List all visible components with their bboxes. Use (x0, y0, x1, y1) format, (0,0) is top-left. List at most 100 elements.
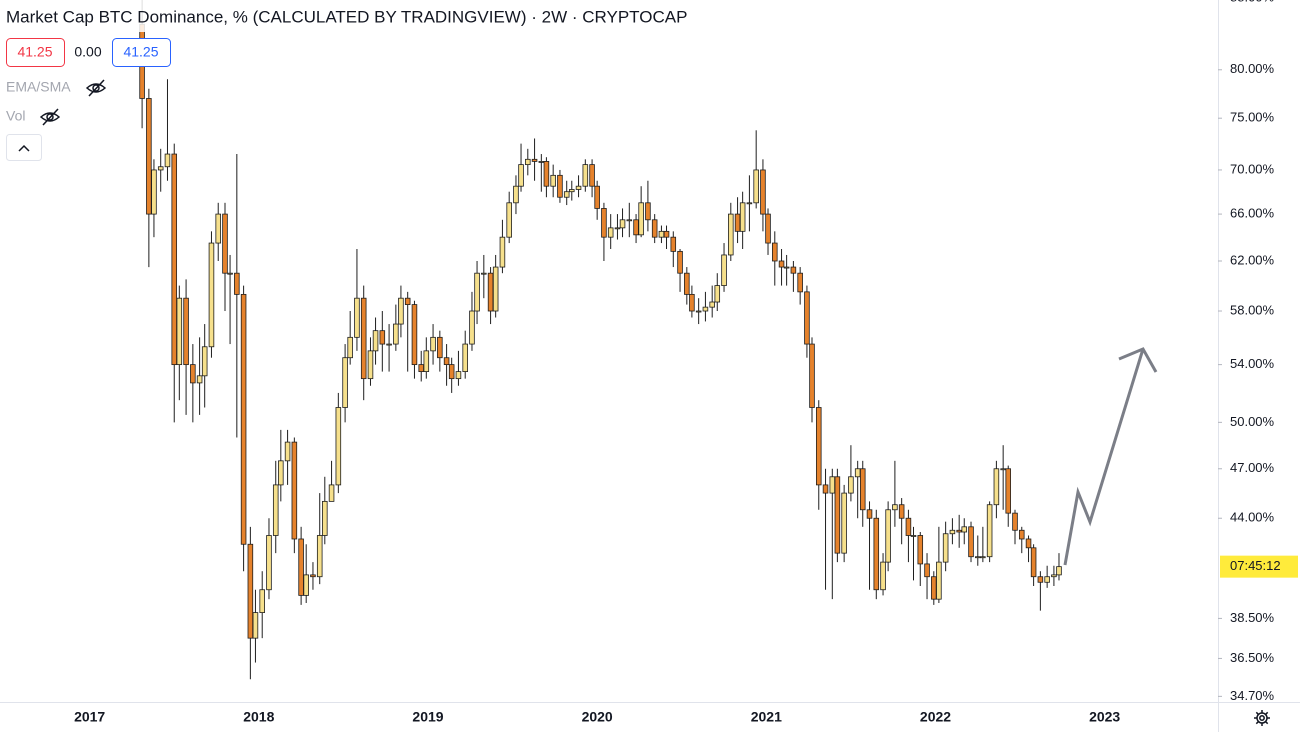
collapse-button[interactable] (6, 134, 42, 161)
y-tick-label: 36.50% (1230, 650, 1275, 665)
candle-body (594, 185, 600, 209)
candle-body (975, 556, 981, 559)
value-box[interactable] (6, 38, 65, 67)
candle-body (638, 202, 644, 236)
candle-body (575, 185, 582, 190)
countdown-label: 07:45:12 (1230, 558, 1281, 573)
candle-body (455, 371, 462, 380)
candle-body (633, 219, 639, 236)
candle-body (783, 266, 790, 269)
candle-body (222, 213, 228, 274)
candle-body (372, 330, 379, 352)
candle-body (335, 407, 342, 486)
candle-body (866, 509, 873, 519)
candle-body (437, 336, 443, 359)
candle-body (347, 336, 353, 359)
x-tick-label: 2020 (582, 709, 613, 725)
chart-title: Market Cap BTC Dominance, % (CALCULATED … (6, 7, 687, 26)
candle-body (247, 543, 254, 639)
candle-body (734, 213, 741, 232)
candle-body (284, 441, 291, 462)
y-tick-label: 58.00% (1230, 302, 1275, 317)
candle-body (430, 336, 436, 352)
collapse-icon (18, 144, 30, 152)
candle-body (815, 407, 822, 486)
header-value: 41.25 (123, 44, 158, 60)
candle-body (714, 285, 721, 303)
candle-body (423, 350, 430, 372)
candle-body (469, 310, 475, 345)
candle-body (614, 227, 621, 230)
settings-icon[interactable] (1254, 710, 1270, 726)
candle-body (322, 500, 328, 536)
candle-body (854, 468, 861, 478)
candle-body (360, 297, 367, 380)
candle-body (462, 343, 468, 372)
candle-body (797, 272, 803, 293)
candle-body (303, 574, 309, 596)
y-tick-label: 50.00% (1230, 414, 1275, 429)
candle-body (942, 533, 949, 563)
candle-body (993, 468, 1000, 506)
y-tick-label: 62.00% (1230, 252, 1275, 267)
hide-icon[interactable] (85, 79, 107, 97)
x-tick-label: 2019 (412, 709, 443, 725)
candle-body (342, 357, 348, 408)
y-tick-label: 75.00% (1230, 110, 1275, 125)
y-tick-label: 34.70% (1230, 688, 1275, 703)
header-value: 0.00 (74, 44, 101, 60)
candle-body (968, 526, 974, 558)
arrow-drawing[interactable] (1063, 348, 1145, 566)
plot-area (139, 0, 1062, 680)
title-backdrop (0, 0, 980, 32)
candle-body (215, 213, 221, 244)
candle-body (525, 158, 531, 166)
candle-body (709, 301, 715, 308)
candle-body (1000, 468, 1006, 471)
candle-body (386, 343, 392, 346)
candle-body (804, 291, 810, 345)
value-box[interactable] (112, 38, 171, 67)
candle-body (563, 191, 570, 198)
candle-body (418, 364, 424, 372)
candle-body (1018, 529, 1025, 540)
candle-body (557, 174, 563, 198)
indicator-label[interactable]: Vol (6, 108, 25, 124)
candle-body (917, 535, 924, 565)
x-tick-label: 2018 (243, 709, 274, 725)
candle-body (645, 202, 651, 221)
candle-body (499, 236, 506, 268)
candle-body (658, 230, 665, 238)
candle-body (619, 219, 626, 229)
candle-body (398, 297, 404, 325)
candle-body (538, 161, 545, 163)
candle-body (518, 164, 524, 187)
candle-body (196, 375, 203, 384)
hide-icon[interactable] (39, 108, 61, 126)
y-tick-label: 88.00% (1230, 0, 1275, 5)
candle-body (739, 202, 746, 232)
arrow-head[interactable] (1118, 347, 1158, 373)
candle-body (550, 174, 556, 187)
x-tick-label: 2017 (74, 709, 105, 725)
y-tick-label: 44.00% (1230, 510, 1275, 525)
candle-body (448, 364, 455, 380)
indicator-label[interactable]: EMA/SMA (6, 79, 71, 95)
countdown-box (1220, 555, 1298, 578)
candle-body (240, 293, 247, 545)
candle-body (582, 164, 589, 187)
candle-body (1025, 538, 1032, 549)
candle-body (190, 364, 196, 384)
candle-body (164, 153, 171, 168)
candle-body (746, 202, 753, 205)
candle-body (278, 460, 284, 486)
candle-body (266, 535, 272, 591)
candle-body (1012, 512, 1018, 531)
candle-body (354, 297, 360, 338)
candle-body (778, 260, 785, 268)
candle-body (393, 323, 399, 345)
candle-body (1044, 576, 1050, 583)
candle-body (379, 330, 386, 345)
candle-body (721, 254, 727, 286)
y-tick-label: 38.50% (1230, 610, 1275, 625)
